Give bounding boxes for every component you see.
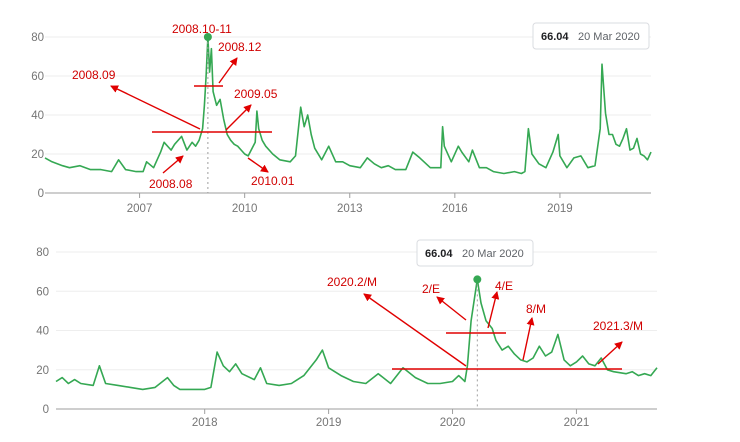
bottom-tooltip-date: 20 Mar 2020 (462, 248, 524, 260)
top-annotation-2008-12: 2008.12 (218, 40, 262, 54)
top-y-tick-20: 20 (31, 149, 44, 161)
bot-x-tick-2021: 2021 (564, 417, 590, 429)
top-annotation-arrow-2010-01 (247, 157, 269, 173)
bottom-tooltip: 66.04 20 Mar 2020 (416, 239, 534, 267)
top-y-ticks: 0 20 40 60 80 (31, 32, 44, 200)
top-annotation-2008-10-11: 2008.10-11 (172, 22, 232, 36)
top-x-tick-2007: 2007 (127, 203, 153, 215)
bottom-annotation-2-e: 2/E (422, 282, 440, 296)
top-annotation-labels: 2008.10-11 2008.12 2008.09 2009.05 2008.… (72, 22, 295, 191)
top-peak-point (203, 33, 212, 41)
top-x-ticks: 2007 2010 2013 2016 2019 (127, 193, 573, 215)
bottom-annotation-arrow-4-e (487, 291, 500, 329)
top-x-tick-2019: 2019 (547, 203, 573, 215)
bottom-annotations (363, 291, 623, 370)
bot-y-tick-40: 40 (36, 326, 49, 338)
bottom-annotation-arrow-2-e (436, 296, 467, 321)
top-y-tick-60: 60 (31, 71, 44, 83)
top-annotation-2009-05: 2009.05 (234, 87, 278, 101)
bottom-annotation-arrow-2020-2-m (363, 293, 467, 367)
bot-y-tick-0: 0 (43, 404, 49, 416)
top-tooltip-value: 66.04 (541, 31, 569, 43)
bottom-annotation-2020-2-m: 2020.2/M (327, 275, 377, 289)
bottom-annotation-4-e: 4/E (495, 279, 513, 293)
bottom-annotation-labels: 2020.2/M 2/E 4/E 8/M 2021.3/M (327, 275, 643, 333)
bottom-vix-series-line (55, 278, 658, 391)
top-grid (45, 36, 651, 155)
top-vix-series-line (44, 36, 652, 175)
top-annotation-2008-09: 2008.09 (72, 68, 116, 82)
top-y-tick-40: 40 (31, 110, 44, 122)
top-tooltip: 66.04 20 Mar 2020 (532, 22, 650, 50)
top-x-tick-2016: 2016 (442, 203, 468, 215)
top-tooltip-date: 20 Mar 2020 (578, 31, 640, 43)
bottom-annotation-arrow-8-m (522, 317, 535, 361)
bottom-y-ticks: 0 20 40 60 80 (36, 247, 49, 416)
bottom-x-ticks: 2018 2019 2020 2021 (192, 409, 589, 429)
bottom-chart: 0 20 40 60 80 2018 2019 2020 2021 66.04 20 Mar … (36, 239, 658, 429)
top-annotation-arrow-2008-09 (110, 85, 201, 130)
bot-x-tick-2018: 2018 (192, 417, 218, 429)
bottom-annotation-8-m: 8/M (526, 302, 546, 316)
bot-x-tick-2019: 2019 (316, 417, 342, 429)
bot-y-tick-60: 60 (36, 286, 49, 298)
top-chart: 0 20 40 60 80 2007 2010 2013 2016 2019 66.04 20 … (31, 22, 652, 215)
bottom-annotation-2021-3-m: 2021.3/M (593, 319, 643, 333)
top-annotation-arrow-2008-12 (218, 57, 238, 84)
bot-x-tick-2020: 2020 (440, 417, 466, 429)
bottom-peak-point (473, 275, 482, 284)
bot-y-tick-80: 80 (36, 247, 49, 259)
top-y-tick-80: 80 (31, 32, 44, 44)
top-x-tick-2013: 2013 (337, 203, 363, 215)
top-annotations (110, 57, 272, 174)
bottom-grid (56, 251, 657, 371)
bottom-annotation-arrow-2021-3-m (597, 341, 623, 365)
top-y-tick-0: 0 (38, 188, 44, 200)
top-x-tick-2010: 2010 (232, 203, 258, 215)
top-annotation-arrow-2009-05 (225, 104, 252, 131)
top-annotation-2010-01: 2010.01 (251, 174, 295, 188)
bot-y-tick-20: 20 (36, 365, 49, 377)
bottom-tooltip-value: 66.04 (425, 248, 453, 260)
top-annotation-arrow-2008-08 (162, 155, 184, 174)
top-annotation-2008-08: 2008.08 (149, 177, 193, 191)
